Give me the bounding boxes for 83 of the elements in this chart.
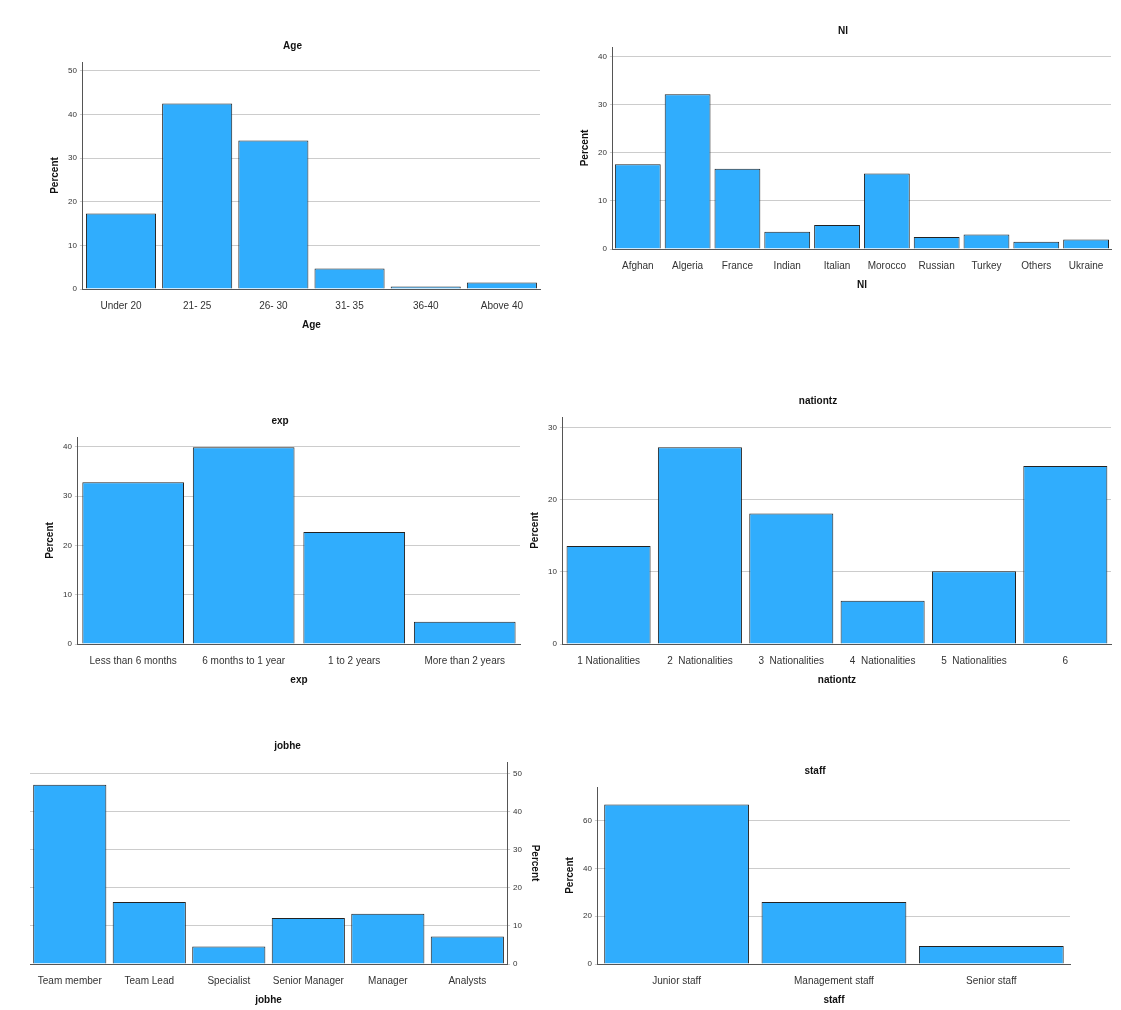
x-tick-label: More than 2 years bbox=[424, 654, 506, 666]
y-tick-label: 0 bbox=[67, 639, 73, 649]
x-axis-title: exp bbox=[290, 673, 308, 685]
x-axis-title: Age bbox=[302, 318, 322, 330]
chart-title: Age bbox=[283, 39, 303, 51]
chart-title: Nl bbox=[838, 24, 849, 36]
y-tick-label: 20 bbox=[547, 495, 558, 505]
x-tick-label: Others bbox=[1021, 259, 1052, 271]
y-tick-label: 10 bbox=[547, 567, 558, 577]
y-axis-title: Percent bbox=[528, 511, 540, 549]
x-tick-label: 5 Nationalities bbox=[941, 654, 1007, 666]
y2-tick-label: 10 bbox=[513, 921, 523, 931]
y-tick-label: 20 bbox=[597, 148, 608, 158]
y-axis-title: Percent bbox=[563, 856, 575, 894]
x-tick-label: Ukraine bbox=[1068, 259, 1104, 271]
x-tick-label: 3 Nationalities bbox=[758, 654, 825, 666]
x-axis-title: jobhe bbox=[254, 993, 283, 1005]
y-tick-label: 50 bbox=[67, 65, 78, 75]
y-axis-title: Percent bbox=[43, 521, 55, 559]
x-axis-title: staff bbox=[823, 993, 846, 1005]
chart-title: staff bbox=[804, 764, 827, 776]
y2-tick-label: 0 bbox=[513, 959, 519, 969]
chart-title: jobhe bbox=[273, 739, 302, 751]
y2-tick-label: 40 bbox=[513, 806, 523, 816]
y-tick-label: 0 bbox=[602, 244, 608, 254]
chart-title: nationtz bbox=[798, 394, 838, 406]
x-tick-label: Russian bbox=[918, 259, 955, 271]
x-tick-label: Senior staff bbox=[966, 974, 1017, 986]
x-tick-label: Management staff bbox=[794, 974, 875, 986]
x-tick-label: Afghan bbox=[621, 259, 654, 271]
y-tick-label: 60 bbox=[582, 815, 593, 825]
y-tick-label: 40 bbox=[582, 863, 593, 873]
y2-tick-label: 50 bbox=[513, 768, 523, 778]
x-tick-label: Analysts bbox=[448, 974, 487, 986]
x-tick-label: 4 Nationalities bbox=[849, 654, 916, 666]
x-tick-label: Morocco bbox=[867, 259, 907, 271]
x-tick-label: Italian bbox=[823, 259, 851, 271]
y-tick-label: 40 bbox=[67, 109, 78, 119]
x-tick-label: Manager bbox=[368, 974, 409, 986]
y-tick-label: 40 bbox=[62, 442, 73, 452]
chart-title: exp bbox=[271, 414, 289, 426]
x-tick-label: Less than 6 months bbox=[89, 654, 177, 666]
x-tick-label: 6 months to 1 year bbox=[202, 654, 286, 666]
x-tick-label: Under 20 bbox=[100, 299, 142, 311]
x-axis-title: Nl bbox=[856, 278, 868, 290]
x-tick-label: 1 to 2 years bbox=[328, 654, 381, 666]
x-tick-label: Indian bbox=[773, 259, 801, 271]
y-tick-label: 30 bbox=[67, 153, 78, 163]
y-tick-label: 10 bbox=[62, 589, 73, 599]
x-tick-label: Senior Manager bbox=[272, 974, 345, 986]
x-tick-label: 6 bbox=[1062, 654, 1069, 666]
y-tick-label: 0 bbox=[552, 639, 558, 649]
x-tick-label: Junior staff bbox=[652, 974, 702, 986]
y-tick-label: 30 bbox=[547, 423, 558, 433]
y-axis-title: Percent bbox=[578, 128, 590, 167]
x-tick-label: Above 40 bbox=[480, 299, 524, 311]
x-tick-label: 2 Nationalities bbox=[667, 654, 733, 666]
y2-tick-label: 20 bbox=[513, 882, 523, 892]
y-tick-label: 10 bbox=[67, 240, 78, 250]
x-tick-label: Algeria bbox=[672, 259, 704, 271]
y2-axis-title: Percent bbox=[530, 844, 542, 883]
x-tick-label: 21- 25 bbox=[182, 299, 212, 311]
y-tick-label: 30 bbox=[62, 491, 73, 501]
x-axis-title: nationtz bbox=[817, 673, 857, 685]
y-tick-label: 30 bbox=[597, 99, 608, 109]
y-axis-title: Percent bbox=[48, 156, 60, 194]
x-tick-label: 1 Nationalities bbox=[577, 654, 640, 666]
y2-tick-label: 30 bbox=[513, 844, 523, 854]
x-tick-label: Team member bbox=[37, 974, 103, 986]
x-tick-label: France bbox=[721, 259, 754, 271]
y-tick-label: 0 bbox=[587, 959, 593, 969]
y-tick-label: 0 bbox=[72, 284, 78, 294]
x-tick-label: Team Lead bbox=[124, 974, 175, 986]
y-tick-label: 40 bbox=[597, 51, 608, 61]
x-tick-label: Specialist bbox=[207, 974, 251, 986]
y-tick-label: 20 bbox=[67, 196, 78, 206]
x-tick-label: 36-40 bbox=[412, 299, 439, 311]
x-tick-label: 26- 30 bbox=[259, 299, 288, 311]
x-tick-label: 31- 35 bbox=[335, 299, 365, 311]
x-tick-label: Turkey bbox=[971, 259, 1002, 271]
y-tick-label: 10 bbox=[597, 196, 608, 206]
y-tick-label: 20 bbox=[582, 911, 593, 921]
y-tick-label: 20 bbox=[62, 540, 73, 550]
